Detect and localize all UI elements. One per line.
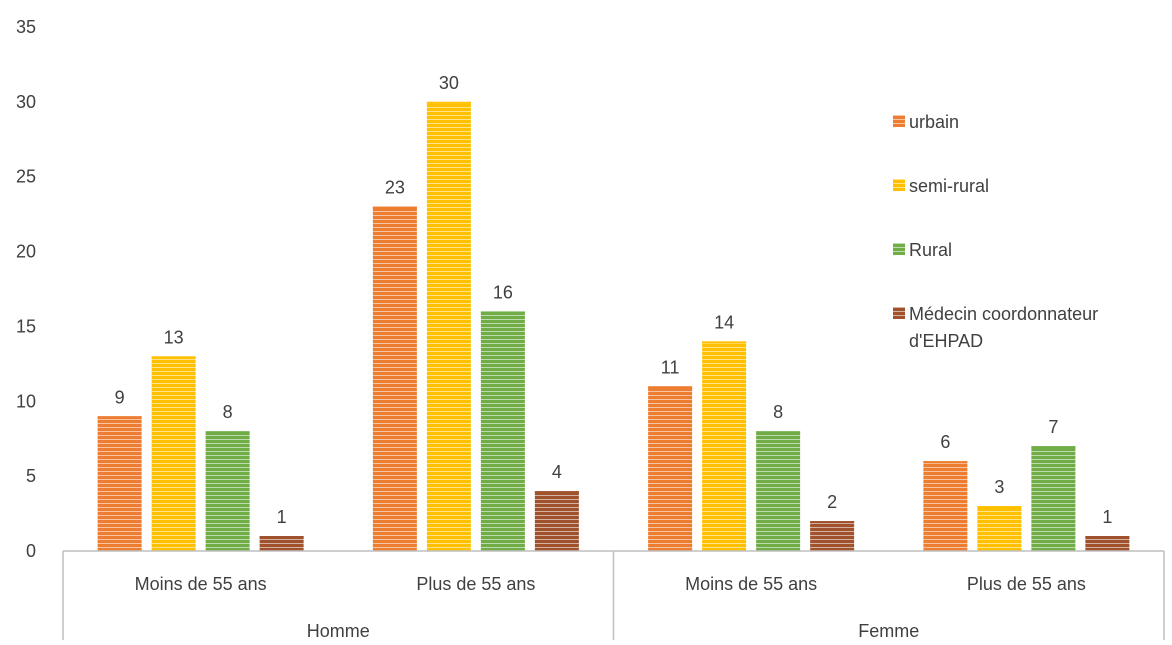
legend: urbain semi-rural Rural Médecin coordonnate… [893, 112, 1098, 351]
y-tick-label: 10 [16, 391, 36, 411]
legend-label: semi-rural [909, 176, 989, 196]
data-label: 16 [493, 282, 513, 302]
bar [480, 311, 525, 551]
data-label: 1 [277, 507, 287, 527]
bar-cap [259, 536, 304, 539]
x-category-label: Moins de 55 ans [685, 574, 817, 594]
bar [810, 521, 855, 551]
y-tick-label: 25 [16, 167, 36, 187]
bar-cap [1085, 536, 1130, 539]
bar-cap [756, 431, 801, 434]
bar-cap [205, 431, 250, 434]
legend-item: semi-rural [893, 176, 989, 196]
x-group-label: Homme [307, 621, 370, 640]
data-label: 6 [940, 432, 950, 452]
bar [534, 491, 579, 551]
data-label: 13 [164, 327, 184, 347]
bar [151, 356, 196, 551]
y-tick-label: 35 [16, 17, 36, 37]
bar [923, 461, 968, 551]
data-label: 2 [827, 492, 837, 512]
bar [756, 431, 801, 551]
data-label: 1 [1102, 507, 1112, 527]
bar [1085, 536, 1130, 551]
legend-item: urbain [893, 112, 959, 132]
x-axis: Moins de 55 ans Plus de 55 ans Homme Moins … [62, 550, 1165, 641]
data-label: 3 [994, 477, 1004, 497]
legend-swatch [893, 307, 905, 319]
x-category-label: Plus de 55 ans [416, 574, 535, 594]
data-label: 8 [773, 402, 783, 422]
legend-item: Rural [893, 240, 952, 260]
legend-label: Médecin coordonnateur d'EHPAD [909, 304, 1098, 351]
data-label: 11 [661, 357, 680, 377]
data-label: 14 [714, 312, 734, 332]
bar [205, 431, 250, 551]
data-label: 9 [115, 387, 125, 407]
bar [372, 206, 417, 551]
y-tick-label: 5 [26, 466, 36, 486]
bar-cap [648, 386, 693, 389]
y-tick-label: 30 [16, 92, 36, 112]
bar-cap [534, 491, 579, 494]
legend-item: Médecin coordonnateur d'EHPAD [893, 304, 1098, 351]
data-label: 7 [1048, 417, 1058, 437]
bar [1031, 446, 1076, 551]
x-category-label: Plus de 55 ans [967, 574, 1086, 594]
bar-cap [923, 461, 968, 464]
bar-cap [702, 341, 747, 344]
bar [259, 536, 304, 551]
bar-cap [151, 356, 196, 359]
x-category-label: Moins de 55 ans [135, 574, 267, 594]
bar-cap [480, 311, 525, 314]
legend-label: urbain [909, 112, 959, 132]
bar [648, 386, 693, 551]
y-tick-label: 0 [26, 541, 36, 561]
bar-cap [1031, 446, 1076, 449]
x-group-label: Femme [858, 621, 919, 640]
data-label: 30 [439, 73, 459, 93]
bar [977, 506, 1022, 551]
legend-swatch [893, 115, 905, 127]
bar-cap [977, 506, 1022, 509]
data-label: 4 [552, 462, 562, 482]
bar [426, 101, 471, 551]
bar [702, 341, 747, 551]
y-tick-label: 15 [16, 316, 36, 336]
legend-swatch [893, 179, 905, 191]
data-label: 8 [223, 402, 233, 422]
bars: 9 13 8 1 23 30 16 4 11 14 8 2 6 3 7 1 [97, 73, 1130, 551]
bar-cap [426, 101, 471, 104]
bar-cap [810, 521, 855, 524]
bar-cap [372, 206, 417, 209]
bar-cap [97, 416, 142, 419]
bar [97, 416, 142, 551]
y-tick-label: 20 [16, 242, 36, 262]
data-label: 23 [385, 178, 405, 198]
y-axis: 0 5 10 15 20 25 30 35 [16, 17, 36, 561]
legend-label: Rural [909, 240, 952, 260]
legend-swatch [893, 243, 905, 255]
